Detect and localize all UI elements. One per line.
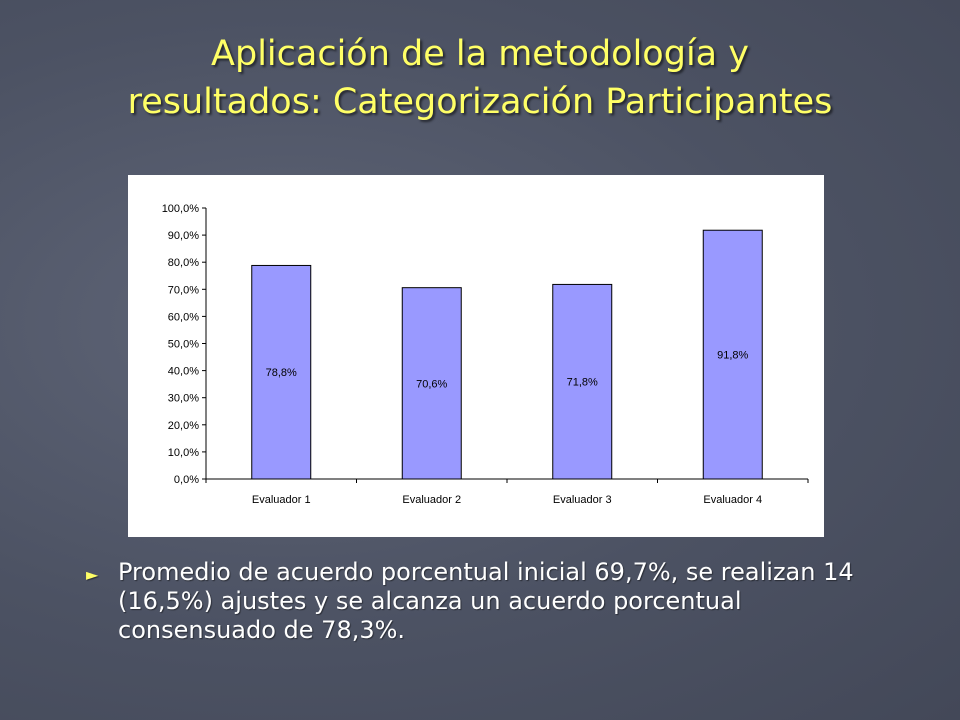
y-tick-label: 60,0%: [168, 311, 199, 323]
y-tick-label: 0,0%: [174, 474, 199, 486]
y-tick-label: 30,0%: [168, 393, 199, 405]
bar-chart: 0,0% 10,0% 20,0% 30,0% 40,0% 50,0% 60,0% 70,0% 8…: [128, 175, 824, 537]
bar-data-label: 71,8%: [567, 377, 598, 389]
y-tick-label: 90,0%: [168, 230, 199, 242]
chart-canvas: 0,0% 10,0% 20,0% 30,0% 40,0% 50,0% 60,0% 70,0% 8…: [162, 203, 809, 506]
y-tick-label: 80,0%: [168, 257, 199, 269]
x-category-label: Evaluador 1: [252, 494, 311, 506]
title-line-1: Aplicación de la metodología y: [211, 34, 749, 74]
y-tick-label: 20,0%: [168, 420, 199, 432]
triangle-right-icon: ►: [86, 565, 99, 584]
y-tick-label: 50,0%: [168, 339, 199, 351]
bar: [251, 264, 312, 480]
bar: [401, 287, 462, 480]
bar-data-label: 78,8%: [266, 367, 297, 379]
bar: [552, 283, 613, 480]
x-category-label: Evaluador 4: [703, 494, 762, 506]
y-tick-label: 70,0%: [168, 284, 199, 296]
bar-data-label: 70,6%: [416, 378, 447, 390]
y-tick-label: 40,0%: [168, 366, 199, 378]
y-tick-label: 10,0%: [168, 447, 199, 459]
bullet-text: Promedio de acuerdo porcentual inicial 6…: [118, 558, 854, 644]
bar-data-label: 91,8%: [717, 350, 748, 362]
x-category-label: Evaluador 3: [553, 494, 612, 506]
y-tick-label: 100,0%: [162, 203, 200, 215]
title-line-2: resultados: Categorización Participantes: [127, 82, 833, 122]
bar: [702, 229, 763, 480]
slide-title: Aplicación de la metodología y resultado…: [0, 30, 960, 126]
bullet-item: ► Promedio de acuerdo porcentual inicial…: [86, 558, 906, 645]
x-category-label: Evaluador 2: [402, 494, 461, 506]
